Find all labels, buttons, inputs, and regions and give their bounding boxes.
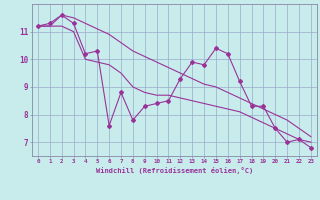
X-axis label: Windchill (Refroidissement éolien,°C): Windchill (Refroidissement éolien,°C) [96,167,253,174]
